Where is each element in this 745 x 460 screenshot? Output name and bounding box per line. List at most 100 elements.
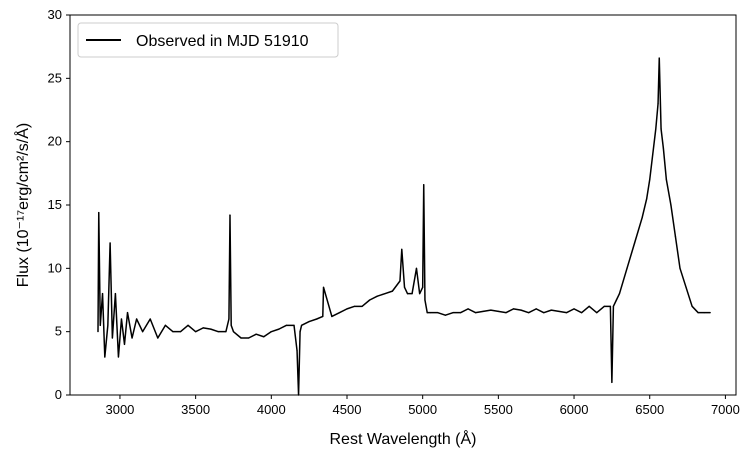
data-point <box>157 337 159 339</box>
data-point <box>149 318 151 320</box>
data-point <box>646 198 648 200</box>
x-tick-label: 3000 <box>105 402 134 417</box>
data-point <box>497 310 499 312</box>
data-point <box>467 308 469 310</box>
x-tick-label: 5000 <box>408 402 437 417</box>
data-point <box>475 312 477 314</box>
data-point <box>703 312 705 314</box>
data-point <box>346 308 348 310</box>
data-point <box>232 331 235 333</box>
data-point <box>658 57 660 59</box>
data-point <box>270 331 272 333</box>
plot-area <box>97 57 711 396</box>
data-point <box>285 324 288 326</box>
data-point <box>109 242 111 244</box>
data-point <box>490 309 492 311</box>
data-point <box>308 320 310 323</box>
data-point <box>665 179 667 181</box>
data-point <box>217 331 219 333</box>
data-point <box>573 308 575 310</box>
data-point <box>685 286 687 288</box>
data-point <box>322 286 325 288</box>
data-point <box>104 356 106 358</box>
data-point <box>429 312 431 314</box>
y-tick-label: 20 <box>48 134 62 149</box>
data-point <box>278 328 280 330</box>
axes-frame <box>69 14 737 396</box>
data-point <box>376 295 378 297</box>
data-point <box>581 312 583 314</box>
data-point <box>543 312 545 314</box>
data-point <box>98 212 100 214</box>
legend-box <box>77 22 339 58</box>
x-axis-ticks: 3000 3500 4000 4500 5000 5500 6000 6500 7000 <box>105 395 740 417</box>
data-point <box>131 337 133 339</box>
data-point <box>99 324 101 326</box>
legend: Observed in MJD 51910 <box>77 22 339 58</box>
data-point <box>611 381 613 383</box>
data-point <box>618 293 621 295</box>
data-point <box>299 331 301 333</box>
data-point <box>195 331 197 333</box>
data-point <box>136 318 138 320</box>
data-point <box>674 236 677 238</box>
data-point <box>142 331 144 333</box>
data-point <box>505 312 507 314</box>
x-axis-label: Rest Wavelength (Å) <box>329 429 476 448</box>
data-point <box>107 324 109 326</box>
data-point <box>657 103 659 105</box>
x-tick-label: 4500 <box>333 402 362 417</box>
data-point <box>565 312 568 314</box>
data-point <box>369 299 371 301</box>
data-point <box>641 217 643 219</box>
data-point <box>424 299 426 301</box>
data-point <box>126 312 129 314</box>
data-point <box>652 153 654 155</box>
x-tick-label: 3500 <box>181 402 210 417</box>
data-point <box>633 242 636 244</box>
data-point <box>452 312 454 314</box>
data-point <box>361 305 363 307</box>
data-point <box>419 293 421 295</box>
data-point <box>550 309 552 311</box>
data-point <box>202 327 204 329</box>
y-axis-label: Flux (10⁻¹⁷erg/cm²/s/Å) <box>13 123 32 287</box>
data-point <box>426 312 428 314</box>
y-tick-label: 5 <box>55 324 62 339</box>
data-point <box>120 318 123 320</box>
legend-label: Observed in MJD 51910 <box>136 33 309 50</box>
data-point <box>172 331 174 333</box>
y-tick-label: 30 <box>48 7 62 22</box>
data-point <box>596 312 598 314</box>
data-point <box>670 204 672 206</box>
data-point <box>97 331 99 333</box>
data-point <box>512 308 515 310</box>
data-point <box>603 305 605 307</box>
data-point <box>210 328 212 330</box>
data-point <box>697 312 699 314</box>
data-point <box>248 337 250 339</box>
data-point <box>114 293 117 295</box>
data-point <box>263 336 265 338</box>
data-point <box>228 318 230 320</box>
data-point <box>422 286 424 288</box>
data-point <box>655 128 657 130</box>
data-point <box>660 128 662 130</box>
data-point <box>535 308 537 310</box>
data-point <box>293 324 295 326</box>
data-point <box>300 324 303 326</box>
y-tick-label: 0 <box>55 387 62 402</box>
data-point <box>384 293 386 295</box>
data-point <box>353 305 356 307</box>
data-point <box>111 337 113 339</box>
data-point <box>296 350 298 352</box>
y-axis-ticks: 0 5 10 15 20 25 30 <box>48 7 70 402</box>
series-line <box>97 57 711 396</box>
data-point <box>423 184 425 186</box>
data-point <box>415 267 418 269</box>
data-point <box>626 267 628 269</box>
data-point <box>609 305 611 307</box>
data-point <box>411 293 413 295</box>
x-tick-label: 6500 <box>635 402 664 417</box>
